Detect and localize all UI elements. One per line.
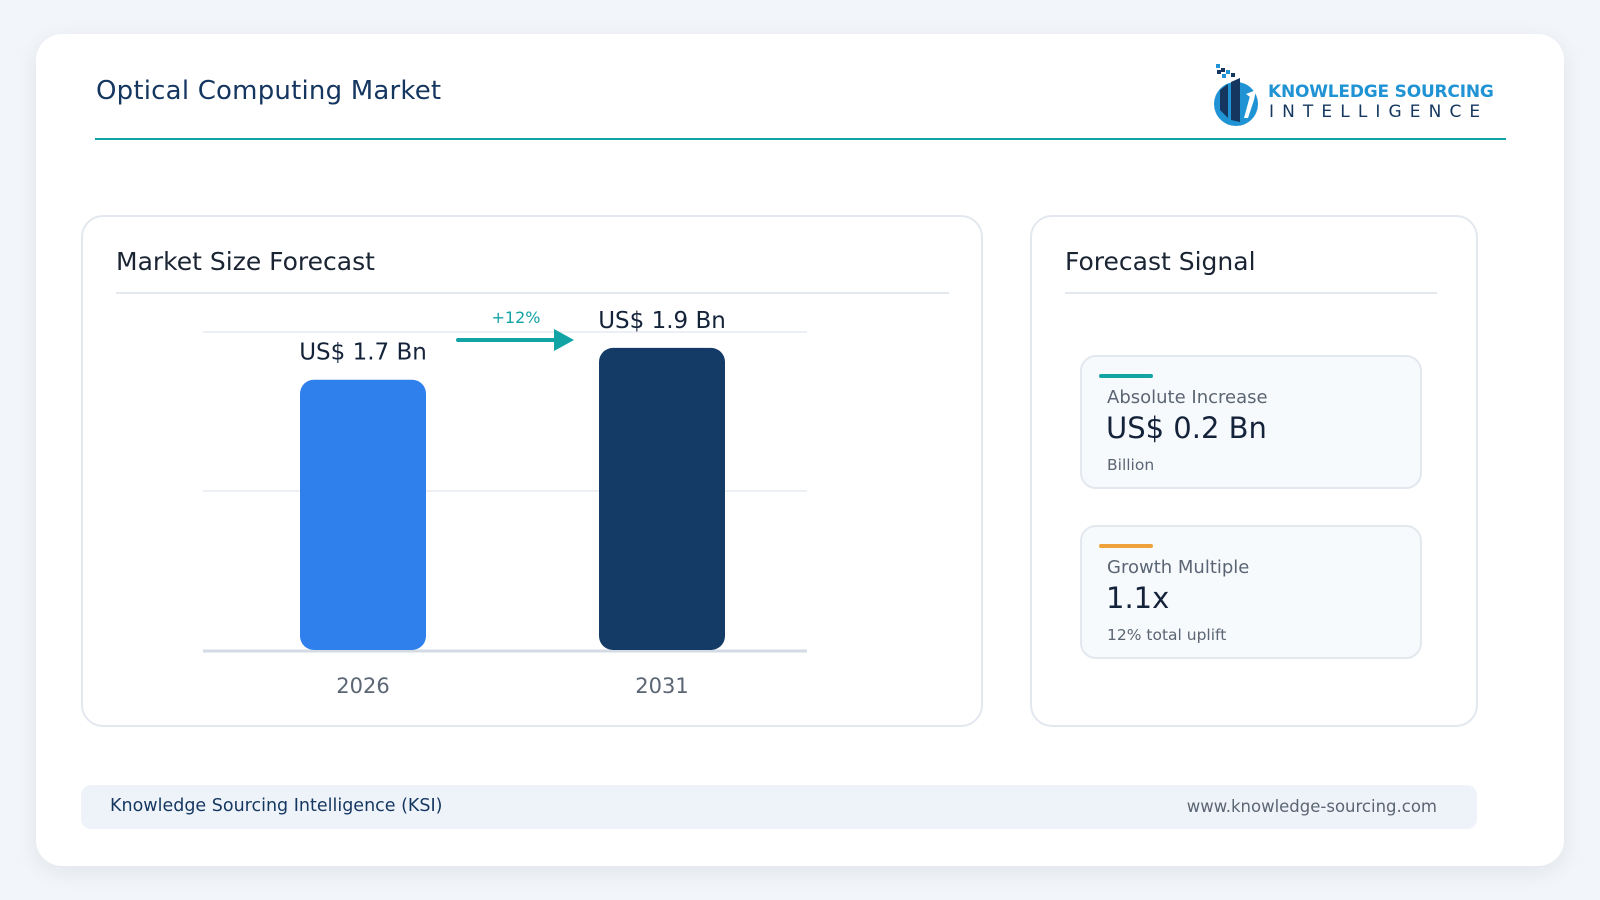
metric-subtext: 12% total uplift <box>1107 626 1227 644</box>
x-tick-label: 2031 <box>635 674 688 698</box>
page-title: Optical Computing Market <box>96 76 442 106</box>
bar-chart: US$ 1.7 Bn 2026 US$ 1.9 Bn 2031 +12% <box>203 308 807 698</box>
panel-divider <box>116 292 949 294</box>
logo-text-bottom: INTELLIGENCE <box>1269 102 1489 122</box>
x-tick-label: 2026 <box>336 674 389 698</box>
footer-bar: Knowledge Sourcing Intelligence (KSI) ww… <box>81 785 1477 829</box>
bar-value-label: US$ 1.7 Bn <box>299 340 427 366</box>
ksi-logo: KNOWLEDGE SOURCING INTELLIGENCE <box>1208 60 1498 130</box>
bar-2026 <box>300 379 426 650</box>
bar-2031 <box>599 347 725 650</box>
forecast-signal-panel: Forecast Signal Absolute Increase US$ 0.… <box>1030 215 1478 727</box>
metric-label: Absolute Increase <box>1107 387 1268 408</box>
header-divider <box>95 138 1506 140</box>
metric-value: US$ 0.2 Bn <box>1106 411 1267 445</box>
absolute-increase-card: Absolute Increase US$ 0.2 Bn Billion <box>1080 355 1422 489</box>
market-size-panel: Market Size Forecast US$ 1.7 Bn 2026 US$ 1… <box>81 215 983 727</box>
panel-divider <box>1065 292 1437 294</box>
main-card: Optical Computing Market KNOWLEDGE SOURC… <box>36 34 1564 866</box>
footer-company: Knowledge Sourcing Intelligence (KSI) <box>110 796 443 816</box>
market-size-title: Market Size Forecast <box>116 247 375 276</box>
metric-accent-bar <box>1099 374 1153 378</box>
metric-label: Growth Multiple <box>1107 557 1250 578</box>
ksi-logo-icon <box>1214 64 1258 126</box>
metric-value: 1.1x <box>1106 581 1170 615</box>
bar-value-label: US$ 1.9 Bn <box>598 308 726 334</box>
growth-multiple-card: Growth Multiple 1.1x 12% total uplift <box>1080 525 1422 659</box>
metric-accent-bar <box>1099 544 1153 548</box>
forecast-signal-title: Forecast Signal <box>1065 247 1256 276</box>
growth-arrow-head <box>554 329 574 351</box>
growth-percent-label: +12% <box>492 308 541 327</box>
metric-subtext: Billion <box>1107 456 1155 474</box>
logo-text-top: KNOWLEDGE SOURCING <box>1268 82 1494 102</box>
footer-website-link[interactable]: www.knowledge-sourcing.com <box>1186 797 1437 816</box>
